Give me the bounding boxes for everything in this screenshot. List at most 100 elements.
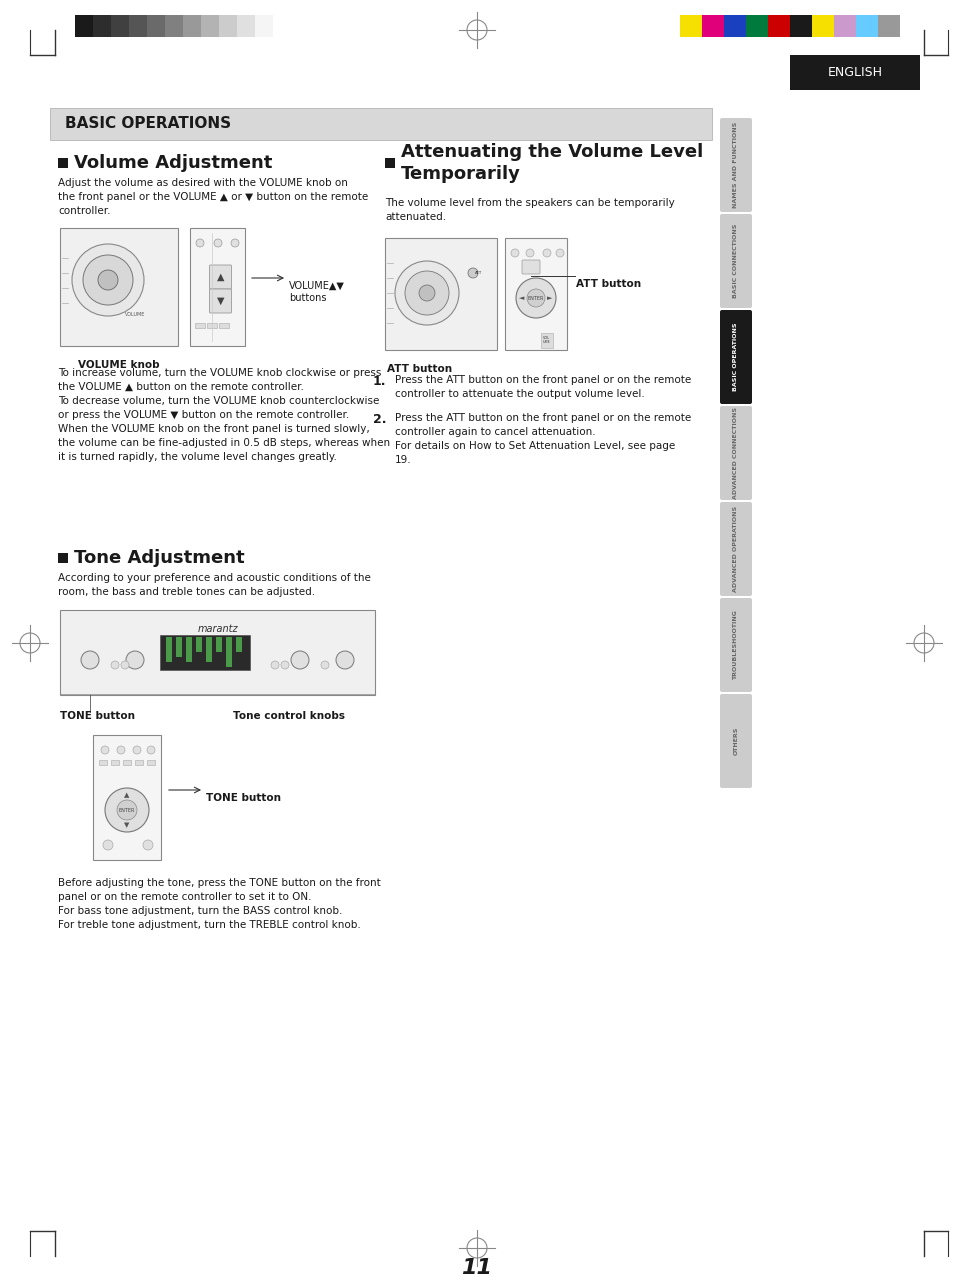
Text: 11: 11 (461, 1258, 492, 1278)
Text: ▲: ▲ (124, 792, 130, 799)
FancyBboxPatch shape (210, 265, 232, 289)
Text: ADVANCED OPERATIONS: ADVANCED OPERATIONS (733, 505, 738, 592)
Bar (111, 15, 129, 37)
Circle shape (71, 244, 144, 316)
Bar (129, 15, 147, 37)
Text: ENTER: ENTER (119, 808, 135, 813)
Bar (767, 15, 789, 37)
Bar (50, 108, 711, 140)
Text: 1.: 1. (373, 376, 386, 388)
Circle shape (117, 800, 137, 820)
Bar (385, 238, 497, 350)
Circle shape (132, 746, 141, 754)
FancyBboxPatch shape (720, 694, 751, 788)
Bar (701, 15, 723, 37)
Circle shape (111, 661, 119, 669)
Circle shape (405, 271, 449, 315)
Text: ADVANCED CONNECTIONS: ADVANCED CONNECTIONS (733, 406, 738, 499)
Bar (385, 158, 395, 168)
Bar (201, 15, 219, 37)
Circle shape (231, 239, 239, 247)
Bar (877, 15, 899, 37)
Bar (235, 637, 242, 662)
Bar (60, 610, 375, 694)
Circle shape (335, 651, 354, 669)
Text: Attenuating the Volume Level
Temporarily: Attenuating the Volume Level Temporarily (400, 143, 702, 183)
Circle shape (511, 249, 518, 257)
FancyBboxPatch shape (521, 260, 539, 274)
Circle shape (105, 788, 149, 832)
Bar (219, 15, 236, 37)
Bar (58, 553, 68, 563)
Bar (855, 15, 877, 37)
Bar (60, 228, 178, 346)
Bar (195, 637, 202, 667)
Bar (190, 228, 245, 346)
Bar (215, 637, 222, 662)
FancyBboxPatch shape (720, 118, 751, 212)
Bar (540, 333, 553, 349)
Bar (679, 15, 701, 37)
Bar (166, 637, 172, 667)
Circle shape (556, 249, 563, 257)
Bar (75, 15, 92, 37)
Bar (207, 323, 216, 328)
Bar (99, 760, 107, 765)
Bar (92, 15, 111, 37)
Circle shape (143, 840, 152, 850)
FancyBboxPatch shape (720, 598, 751, 692)
Text: ►: ► (547, 294, 552, 301)
Text: BASIC CONNECTIONS: BASIC CONNECTIONS (733, 224, 738, 298)
Text: NAMES AND FUNCTIONS: NAMES AND FUNCTIONS (733, 122, 738, 208)
Bar (58, 158, 68, 168)
Circle shape (525, 249, 534, 257)
Circle shape (147, 746, 154, 754)
Text: 2.: 2. (373, 413, 386, 426)
Text: To increase volume, turn the VOLUME knob clockwise or press
the VOLUME ▲ button : To increase volume, turn the VOLUME knob… (58, 368, 390, 462)
Text: TONE button: TONE button (60, 711, 135, 721)
Text: According to your preference and acoustic conditions of the
room, the bass and t: According to your preference and acousti… (58, 574, 371, 597)
Circle shape (213, 239, 222, 247)
Text: ATT button: ATT button (576, 279, 640, 289)
Bar (111, 760, 119, 765)
Bar (723, 15, 745, 37)
Bar (123, 760, 131, 765)
Text: Before adjusting the tone, press the TONE button on the front
panel or on the re: Before adjusting the tone, press the TON… (58, 878, 380, 930)
Circle shape (81, 651, 99, 669)
Bar (160, 635, 250, 670)
FancyBboxPatch shape (720, 213, 751, 309)
Circle shape (121, 661, 129, 669)
Text: OTHERS: OTHERS (733, 727, 738, 755)
Circle shape (117, 746, 125, 754)
Bar (92, 736, 161, 860)
FancyBboxPatch shape (720, 406, 751, 500)
Circle shape (291, 651, 309, 669)
Text: VOLUME▲▼
buttons: VOLUME▲▼ buttons (289, 282, 345, 302)
FancyBboxPatch shape (210, 289, 232, 312)
Bar (165, 15, 183, 37)
Text: Adjust the volume as desired with the VOLUME knob on
the front panel or the VOLU: Adjust the volume as desired with the VO… (58, 177, 368, 216)
Circle shape (395, 261, 458, 325)
Circle shape (320, 661, 329, 669)
Circle shape (103, 840, 112, 850)
Text: ATT button: ATT button (387, 364, 452, 374)
Bar (194, 323, 205, 328)
Bar (175, 637, 182, 657)
FancyBboxPatch shape (720, 310, 751, 404)
Bar (236, 15, 254, 37)
Bar (254, 15, 273, 37)
Bar (186, 637, 192, 667)
Bar (789, 15, 811, 37)
Text: TONE button: TONE button (206, 793, 281, 802)
Text: ◄: ◄ (518, 294, 524, 301)
Text: The volume level from the speakers can be temporarily
attenuated.: The volume level from the speakers can b… (385, 198, 674, 222)
Text: ▼: ▼ (216, 296, 224, 306)
Text: BASIC OPERATIONS: BASIC OPERATIONS (65, 117, 231, 131)
Circle shape (516, 278, 556, 318)
Bar (811, 15, 833, 37)
Text: ▲: ▲ (216, 273, 224, 282)
Text: VOLUME: VOLUME (125, 312, 145, 318)
Bar (226, 637, 232, 662)
Bar (745, 15, 767, 37)
Text: Press the ATT button on the front panel or on the remote
controller to attenuate: Press the ATT button on the front panel … (395, 376, 691, 399)
